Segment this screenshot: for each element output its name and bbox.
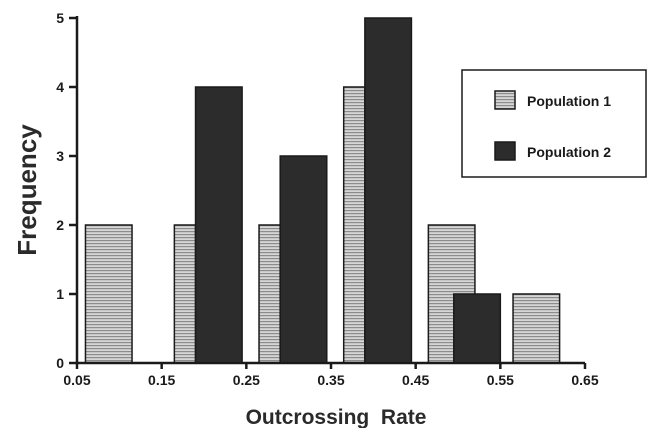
legend-swatch-population-1	[494, 90, 516, 110]
y-tick-label: 5	[56, 10, 64, 26]
x-tick-label: 0.45	[402, 372, 429, 388]
bars-layer	[84, 17, 561, 364]
x-tick-label: 0.05	[63, 372, 90, 388]
x-tick-label: 0.25	[233, 372, 260, 388]
bar-series-1-bin-3	[258, 224, 281, 364]
legend-label-population-1: Population 1	[527, 93, 611, 109]
x-tick-label: 0.55	[487, 372, 514, 388]
y-tick-label: 4	[56, 79, 64, 95]
y-tick-label: 2	[56, 217, 64, 233]
legend-swatch-population-2	[494, 141, 516, 161]
bar-series-2-bin-4	[453, 293, 502, 364]
x-tick-label: 0.35	[317, 372, 344, 388]
y-axis-title: Frequency	[12, 124, 42, 256]
legend-label-population-2: Population 2	[527, 144, 611, 160]
bar-series-1-bin-4	[342, 86, 366, 364]
bar-series-1-bin-2	[173, 224, 197, 364]
x-tick-label: 0.15	[148, 372, 175, 388]
x-ticks: 0.05 0.15 0.25 0.35 0.45 0.55 0.65	[63, 363, 599, 388]
bar-series-2-bin-1	[194, 86, 243, 364]
x-axis-title: Outcrossing Rate	[246, 406, 427, 428]
bar-series-1-bin-1	[84, 224, 133, 364]
y-tick-label: 1	[56, 286, 64, 302]
legend: Population 1 Population 2	[461, 69, 647, 178]
legend-box	[461, 69, 647, 178]
bar-series-2-bin-3	[364, 17, 413, 364]
y-ticks: 0 1 2 3 4 5	[56, 10, 77, 371]
y-tick-label: 3	[56, 148, 64, 164]
x-tick-label: 0.65	[571, 372, 598, 388]
y-tick-label: 0	[56, 355, 64, 371]
bar-series-1-bin-6	[512, 293, 561, 364]
bar-series-2-bin-2	[279, 155, 328, 364]
